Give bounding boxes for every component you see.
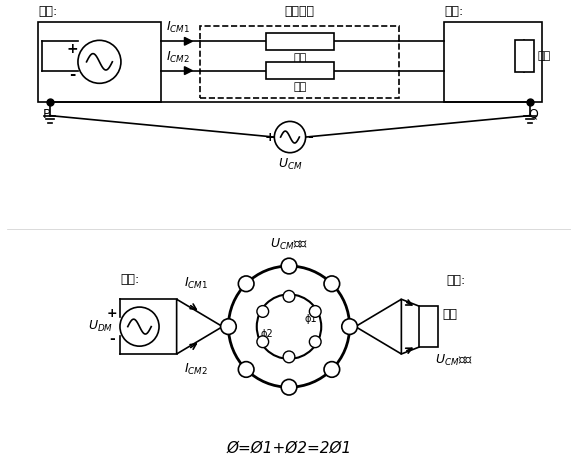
Text: 负载: 负载 (442, 309, 457, 321)
Circle shape (309, 306, 321, 317)
Circle shape (257, 306, 269, 317)
Text: 阻抗: 阻抗 (293, 53, 306, 63)
Circle shape (324, 276, 340, 292)
Circle shape (281, 379, 297, 395)
Text: $U_{CM}$负载: $U_{CM}$负载 (435, 353, 472, 368)
Text: 共模滤波: 共模滤波 (285, 5, 315, 18)
Bar (38, 22, 161, 102)
Text: +: + (66, 42, 78, 56)
Polygon shape (184, 67, 192, 74)
Text: P: P (43, 108, 50, 121)
Polygon shape (184, 37, 192, 45)
Text: -: - (69, 67, 75, 82)
Text: ϕ2: ϕ2 (261, 329, 273, 339)
Text: $I_{CM2}$: $I_{CM2}$ (166, 50, 190, 65)
Circle shape (281, 258, 297, 274)
Text: Ø=Ø1+Ø2=2Ø1: Ø=Ø1+Ø2=2Ø1 (227, 441, 351, 456)
Text: 阻抗: 阻抗 (537, 51, 550, 61)
Circle shape (221, 319, 236, 335)
Text: 电源:: 电源: (38, 5, 57, 18)
Text: $U_{CM}$: $U_{CM}$ (277, 156, 302, 172)
Bar (515, 40, 534, 72)
Circle shape (78, 40, 121, 83)
Text: 设备:: 设备: (444, 5, 464, 18)
Circle shape (238, 362, 254, 377)
Circle shape (238, 276, 254, 292)
Text: -: - (109, 332, 115, 346)
Text: 设备:: 设备: (446, 273, 465, 287)
Circle shape (120, 307, 159, 346)
Text: -: - (307, 130, 313, 144)
Circle shape (257, 336, 269, 347)
Text: $I_{CM1}$: $I_{CM1}$ (166, 20, 190, 36)
Circle shape (342, 319, 357, 335)
Text: $U_{DM}$: $U_{DM}$ (88, 319, 113, 334)
Circle shape (309, 336, 321, 347)
Text: +: + (107, 308, 117, 320)
Text: 阻抗: 阻抗 (293, 82, 306, 92)
Text: +: + (264, 130, 275, 144)
Circle shape (283, 351, 295, 363)
Bar (419, 306, 439, 347)
Circle shape (324, 362, 340, 377)
Text: Q: Q (528, 108, 538, 121)
Bar (265, 33, 334, 50)
Text: $I_{CM2}$: $I_{CM2}$ (184, 362, 209, 377)
Circle shape (257, 294, 321, 359)
Text: 电源:: 电源: (120, 273, 139, 285)
Circle shape (283, 291, 295, 302)
Bar (200, 26, 399, 98)
Text: ϕ1: ϕ1 (305, 314, 317, 324)
Bar (265, 62, 334, 80)
Text: $U_{CM}$线圈: $U_{CM}$线圈 (270, 237, 308, 252)
Text: $I_{CM1}$: $I_{CM1}$ (184, 276, 209, 292)
Circle shape (275, 121, 306, 153)
Circle shape (228, 266, 350, 387)
Bar (444, 22, 542, 102)
